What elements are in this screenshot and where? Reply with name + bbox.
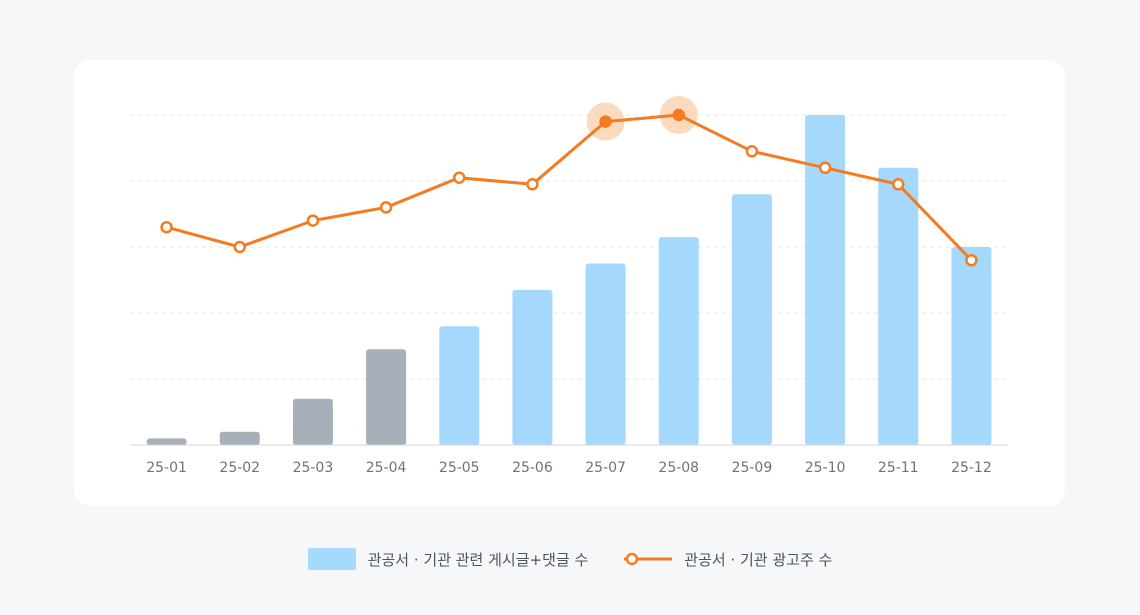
combo-chart: 25-01 25-02 25-03 25-04 25-05 25-06 25-07 25-08… — [130, 96, 1008, 476]
x-tick-label-25-10: 25-10 — [805, 460, 846, 476]
line-series — [165, 113, 973, 262]
bar-25-02 — [219, 431, 260, 445]
line-point-25-02 — [233, 240, 246, 254]
x-tick-label-25-02: 25-02 — [219, 460, 260, 476]
line-point-25-10 — [818, 161, 832, 175]
x-tick-label-25-03: 25-03 — [293, 460, 334, 476]
x-tick-label-25-09: 25-09 — [732, 460, 773, 476]
x-tick-label-25-12: 25-12 — [951, 460, 992, 476]
bar-25-09 — [731, 194, 772, 445]
legend-line-swatch — [624, 552, 673, 566]
bar-25-10 — [805, 115, 846, 445]
line-point-25-11 — [892, 178, 905, 191]
legend-line-label: 관공서 · 기관 광고주 수 — [684, 550, 833, 569]
line-point-25-06 — [526, 178, 539, 191]
x-tick-label-25-04: 25-04 — [366, 460, 407, 476]
line-point-25-08 — [672, 108, 685, 122]
line-point-25-07 — [599, 115, 612, 128]
chart-legend: 관공서 · 기관 관련 게시글+댓글 수 관공서 · 기관 광고주 수 — [0, 544, 1140, 574]
bar-25-03 — [292, 398, 333, 445]
bar-25-07 — [585, 263, 626, 445]
legend-bar-label: 관공서 · 기관 관련 게시글+댓글 수 — [367, 550, 589, 569]
bar-25-04 — [366, 349, 407, 445]
bar-25-12 — [951, 247, 992, 445]
bar-25-11 — [878, 167, 919, 446]
x-tick-label-25-08: 25-08 — [658, 460, 699, 476]
line-point-25-12 — [965, 253, 978, 267]
bar-25-01 — [146, 438, 187, 445]
x-tick-label-25-05: 25-05 — [439, 460, 480, 476]
line-point-25-03 — [306, 214, 320, 227]
legend-item-line[interactable]: 관공서 · 기관 광고주 수 — [624, 548, 832, 570]
line-point-25-09 — [745, 145, 759, 158]
line-point-25-04 — [379, 201, 393, 214]
line-point-25-05 — [453, 171, 466, 184]
x-tick-label-25-11: 25-11 — [878, 460, 919, 476]
chart-card: 25-01 25-02 25-03 25-04 25-05 25-06 25-07 25-08… — [74, 60, 1065, 506]
x-tick-label-25-07: 25-07 — [585, 460, 626, 476]
line-point-25-01 — [160, 220, 173, 234]
legend-item-bar[interactable]: 관공서 · 기관 관련 게시글+댓글 수 — [307, 548, 589, 570]
bar-25-08 — [658, 237, 699, 445]
bar-25-05 — [439, 326, 480, 445]
x-tick-label-25-01: 25-01 — [146, 460, 187, 476]
bar-25-06 — [512, 289, 553, 445]
legend-bar-swatch — [307, 548, 356, 570]
x-tick-label-25-06: 25-06 — [512, 460, 553, 476]
